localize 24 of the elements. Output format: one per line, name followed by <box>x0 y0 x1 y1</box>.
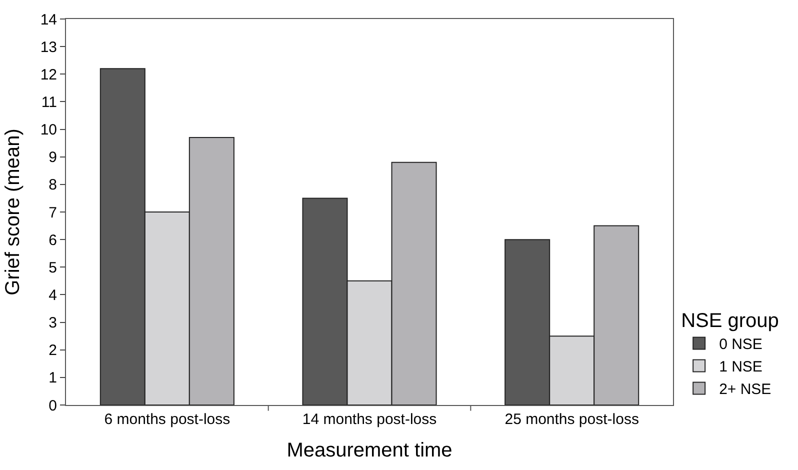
y-tick-label: 12 <box>40 66 57 84</box>
y-tick-label: 5 <box>48 259 57 276</box>
y-tick-label: 3 <box>48 314 57 332</box>
y-tick-label: 4 <box>48 286 57 304</box>
y-tick-label: 7 <box>48 204 57 222</box>
y-tick-label: 10 <box>40 122 57 139</box>
y-tick-label: 1 <box>48 370 57 387</box>
y-axis-title: Grief score (mean) <box>2 128 24 296</box>
y-tick-label: 13 <box>40 38 57 56</box>
y-tick-label: 14 <box>40 11 57 28</box>
legend-label: 2+ NSE <box>719 381 772 398</box>
x-tick-label: 25 months post-loss <box>504 411 639 428</box>
y-tick-label: 9 <box>48 149 57 166</box>
y-tick-label: 2 <box>48 342 57 360</box>
x-axis-title: Measurement time <box>286 440 452 462</box>
y-tick-label: 0 <box>48 397 57 414</box>
y-tick-label: 6 <box>48 232 57 249</box>
legend-title: NSE group <box>681 310 779 332</box>
y-tick-label: 11 <box>41 94 57 111</box>
legend-label: 1 NSE <box>719 358 762 376</box>
x-tick-label: 14 months post-loss <box>302 411 437 428</box>
legend-label: 0 NSE <box>719 336 762 354</box>
x-tick-label: 6 months post-loss <box>104 411 230 428</box>
y-tick-label: 8 <box>48 176 57 194</box>
